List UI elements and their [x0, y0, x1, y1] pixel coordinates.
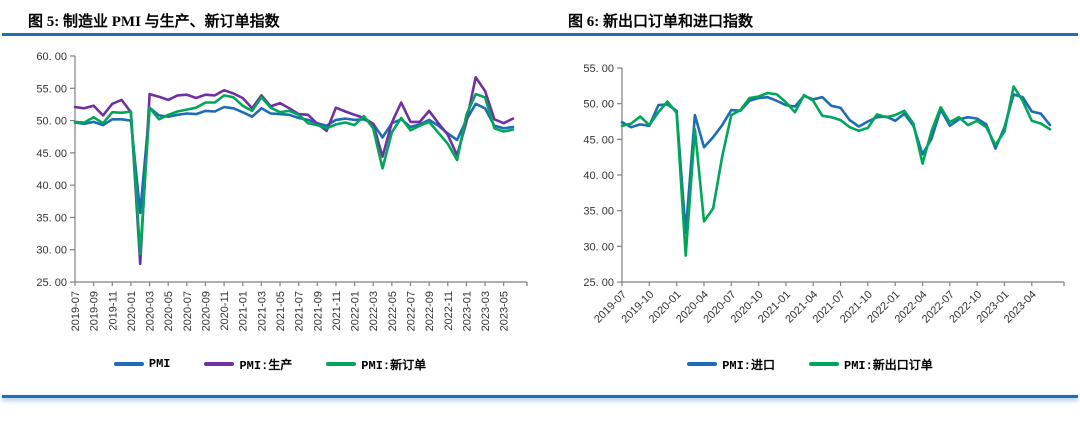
y-axis-tick-label: 35. 00: [36, 212, 67, 224]
legend-item: PMI:新出口订单: [809, 356, 933, 373]
x-axis-tick-label: 2023-03: [480, 291, 492, 331]
y-axis-tick-label: 55. 00: [583, 63, 614, 75]
legend-line-swatch: [687, 362, 718, 366]
x-axis-tick-label: 2022-01: [350, 291, 362, 331]
y-axis-tick-label: 45. 00: [36, 148, 67, 160]
y-axis-tick-label: 25. 00: [36, 277, 67, 289]
legend-item: PMI: [113, 357, 171, 371]
legend-line-swatch: [326, 362, 357, 366]
legend-label: PMI:新出口订单: [844, 358, 933, 373]
legend-label: PMI:新订单: [361, 358, 427, 373]
y-axis-tick-label: 35. 00: [583, 206, 614, 218]
legend-label: PMI:生产: [239, 358, 293, 373]
x-axis-tick-label: 2022-03: [368, 291, 380, 331]
pmi-production-neworders-line-chart: 25. 00 30. 00 35. 00 40. 00 45. 00 50. 00 55. …: [36, 51, 528, 331]
figure5: 25. 00 30. 00 35. 00 40. 00 45. 00 50. 00 55. …: [0, 36, 540, 374]
figure5-legend: PMI PMI:生产 PMI:新订单: [0, 354, 540, 374]
export-import-line-chart: 25. 00 30. 00 35. 00 40. 00 45. 00 50. 00 55. …: [583, 63, 1065, 326]
legend-line-swatch: [204, 362, 235, 366]
legend-item: PMI:进口: [687, 356, 775, 373]
legend-label: PMI: [148, 357, 171, 371]
x-axis-tick-label: 2019-11: [107, 291, 119, 331]
top-divider-rule: [2, 33, 1078, 36]
series-line: [620, 93, 1052, 235]
figure5-caption: 图 5: 制造业 PMI 与生产、新订单指数: [28, 14, 280, 30]
x-axis-tick-label: 2022-07: [405, 291, 417, 331]
x-axis-tick-label: 2021-07: [294, 291, 306, 331]
y-axis-tick-label: 30. 00: [36, 245, 67, 257]
charts-row: 25. 00 30. 00 35. 00 40. 00 45. 00 50. 00 55. …: [0, 36, 1080, 374]
x-axis-tick-label: 2022-05: [387, 291, 399, 331]
series-line: [73, 92, 515, 256]
legend-label: PMI:进口: [722, 358, 775, 373]
x-axis-tick-label: 2022-09: [424, 291, 436, 331]
series-line: [620, 85, 1052, 257]
series-line: [73, 102, 515, 215]
x-axis-tick-label: 2023-01: [461, 291, 473, 331]
x-axis-tick-label: 2020-11: [219, 291, 231, 331]
x-axis-tick-label: 2021-11: [331, 291, 343, 331]
y-axis-tick-label: 30. 00: [583, 241, 614, 253]
x-axis-tick-label: 2019-07: [70, 291, 82, 331]
x-axis-tick-label: 2021-01: [238, 291, 250, 331]
y-axis-tick-label: 50. 00: [583, 99, 614, 111]
x-axis-tick-label: 2021-09: [312, 291, 324, 331]
x-axis-tick-label: 2020-03: [145, 291, 157, 331]
x-axis-tick-label: 2021-05: [275, 291, 287, 331]
x-axis-tick-label: 2020-01: [126, 291, 138, 331]
legend-item: PMI:新订单: [326, 356, 426, 373]
legend-line-swatch: [113, 362, 144, 366]
y-axis-tick-label: 45. 00: [583, 134, 614, 146]
figure6-legend: PMI:进口 PMI:新出口订单: [540, 354, 1080, 374]
x-axis-tick-label: 2021-03: [256, 291, 268, 331]
figure6: 25. 00 30. 00 35. 00 40. 00 45. 00 50. 00 55. …: [540, 36, 1080, 374]
x-axis-tick-label: 2020-09: [200, 291, 212, 331]
legend-item: PMI:生产: [204, 356, 292, 373]
y-axis-tick-label: 60. 00: [36, 51, 67, 63]
x-axis-tick-label: 2023-05: [499, 291, 511, 331]
y-axis-tick-label: 40. 00: [36, 180, 67, 192]
figure6-caption: 图 6: 新出口订单和进口指数: [568, 14, 753, 30]
x-axis-tick-label: 2022-11: [443, 291, 455, 331]
y-axis-tick-label: 40. 00: [583, 170, 614, 182]
legend-line-swatch: [809, 362, 839, 366]
x-axis-tick-label: 2020-07: [182, 291, 194, 331]
y-axis-tick-label: 25. 00: [583, 277, 614, 289]
figure-captions-row: 图 5: 制造业 PMI 与生产、新订单指数 图 6: 新出口订单和进口指数: [0, 0, 1080, 33]
bottom-divider-rule: [2, 395, 1078, 398]
y-axis-tick-label: 50. 00: [36, 116, 67, 128]
x-axis-tick-label: 2019-09: [89, 291, 101, 331]
x-axis-tick-label: 2020-05: [163, 291, 175, 331]
y-axis-tick-label: 55. 00: [36, 83, 67, 95]
